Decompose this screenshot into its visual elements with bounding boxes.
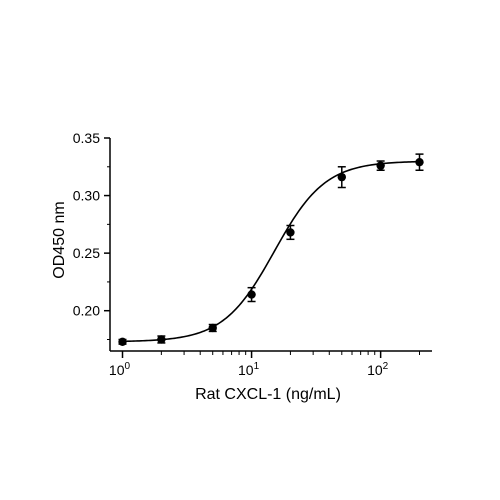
x-tick-label: 101 xyxy=(238,361,260,378)
y-tick-label: 0.20 xyxy=(73,303,100,319)
data-point xyxy=(118,337,127,346)
y-axis-ticks: 0.20 0.25 0.30 0.35 xyxy=(73,130,110,340)
y-tick-label: 0.30 xyxy=(73,188,100,204)
y-tick-label: 0.25 xyxy=(73,245,100,261)
error-bars xyxy=(118,153,424,345)
data-point xyxy=(247,290,256,299)
data-point xyxy=(376,161,385,170)
axes xyxy=(109,138,432,352)
y-tick-label: 0.35 xyxy=(73,130,100,146)
data-point xyxy=(337,172,346,182)
x-tick-label: 102 xyxy=(367,361,389,378)
y-axis-title: OD450 nm xyxy=(51,201,68,278)
data-point xyxy=(415,157,424,167)
x-tick-label: 100 xyxy=(109,361,131,378)
x-axis-title: Rat CXCL-1 (ng/mL) xyxy=(195,386,341,403)
data-point xyxy=(157,335,166,344)
data-point xyxy=(208,323,217,333)
x-axis-ticks: 100 101 102 xyxy=(109,351,420,378)
data-points xyxy=(118,157,424,346)
fit-curve xyxy=(122,160,420,343)
data-point xyxy=(286,228,295,237)
